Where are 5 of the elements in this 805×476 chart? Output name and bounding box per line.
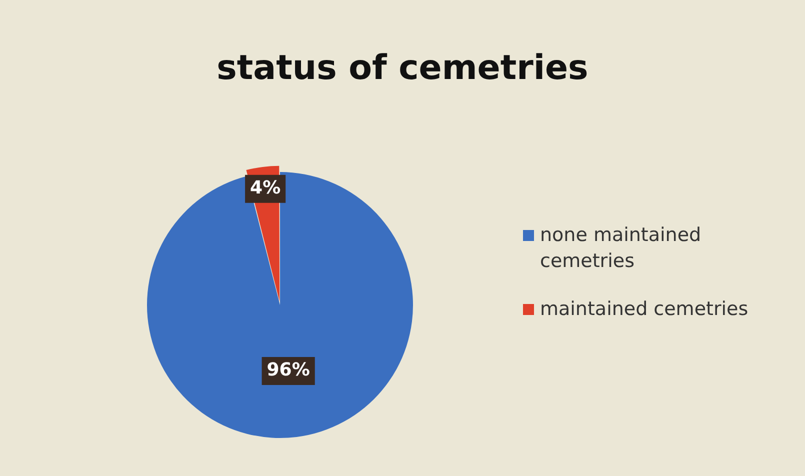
data-label: 4% — [250, 178, 281, 199]
data-label: 96% — [266, 360, 310, 381]
legend-label: maintained cemetries — [540, 297, 748, 322]
legend-label: none maintained cemetries — [540, 223, 702, 274]
chart-title: status of cemetries — [216, 48, 590, 88]
